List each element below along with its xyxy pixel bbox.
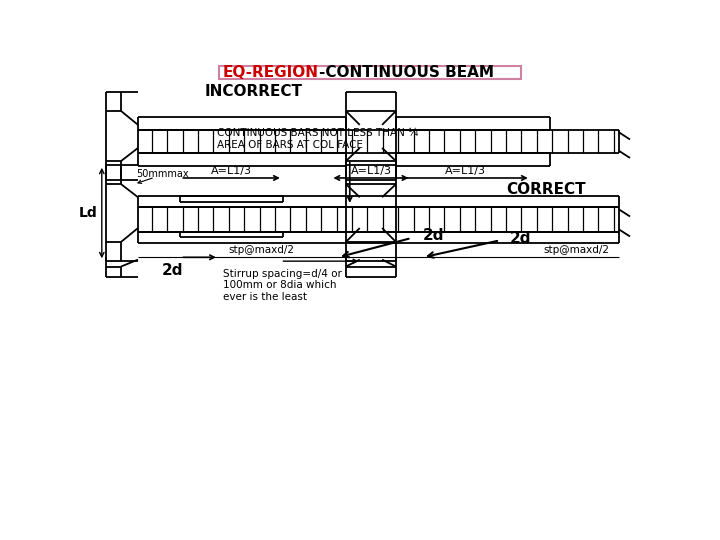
Text: 2d: 2d — [162, 264, 184, 279]
Text: INCORRECT: INCORRECT — [204, 84, 302, 99]
Text: CORRECT: CORRECT — [506, 182, 586, 197]
Text: A=L1/3: A=L1/3 — [445, 166, 486, 176]
Text: A=L1/3: A=L1/3 — [211, 166, 252, 176]
Text: 50mmmax: 50mmmax — [137, 169, 189, 179]
Text: -CONTINUOUS BEAM: -CONTINUOUS BEAM — [319, 65, 494, 80]
Text: A=L1/3: A=L1/3 — [351, 166, 392, 176]
Text: CONTINUOUS BARS NOT LESS THAN ¼
AREA OF BARS AT COL FACE: CONTINUOUS BARS NOT LESS THAN ¼ AREA OF … — [217, 128, 418, 150]
Text: Ld: Ld — [79, 206, 98, 220]
Text: 2d: 2d — [423, 228, 444, 244]
Text: EQ-REGION: EQ-REGION — [222, 65, 319, 80]
Text: Stirrup spacing=d/4 or
100mm or 8dia which
ever is the least: Stirrup spacing=d/4 or 100mm or 8dia whi… — [222, 269, 341, 302]
Text: stp@maxd/2: stp@maxd/2 — [228, 245, 294, 255]
Bar — [219, 66, 521, 79]
Text: 2d: 2d — [510, 231, 531, 246]
Text: stp@maxd/2: stp@maxd/2 — [544, 245, 610, 255]
